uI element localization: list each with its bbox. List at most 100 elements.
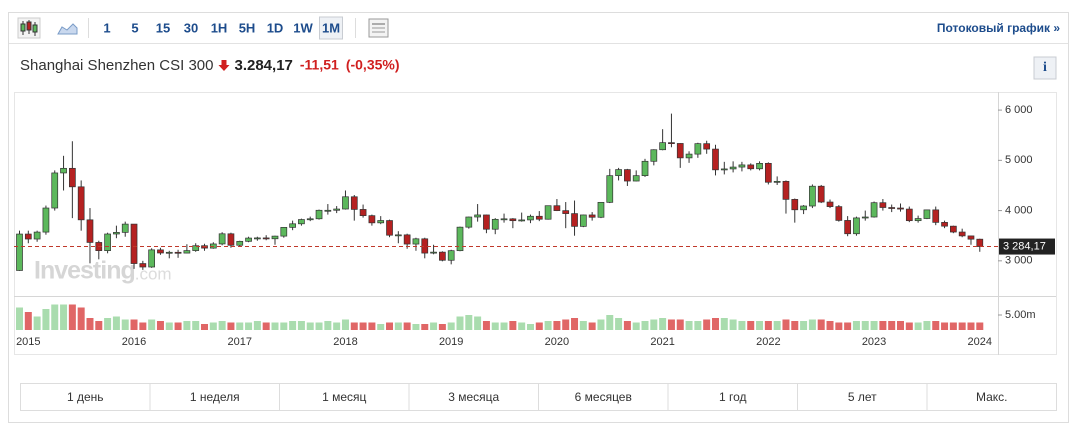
volume-bar — [474, 316, 482, 330]
candle-body — [24, 233, 32, 240]
candle-body — [579, 214, 587, 227]
volume-bar — [16, 307, 23, 330]
x-tick-label: 2023 — [862, 336, 886, 348]
interval-button[interactable]: 30 — [184, 20, 198, 35]
candle-body — [227, 233, 235, 246]
volume-bar — [341, 319, 349, 330]
volume-bar — [676, 319, 684, 330]
range-button[interactable]: 3 месяца — [448, 390, 499, 404]
interval-button[interactable]: 1D — [267, 20, 284, 35]
volume-bar — [738, 321, 746, 330]
volume-bar — [976, 322, 984, 330]
volume-bar — [465, 315, 473, 330]
interval-button[interactable]: 1W — [293, 20, 313, 35]
change-percent: (-0,35%) — [346, 57, 400, 73]
range-button[interactable]: 5 лет — [848, 390, 877, 404]
candle-body — [509, 218, 517, 222]
volume-bar — [42, 309, 50, 330]
candle-body — [157, 249, 164, 254]
range-button[interactable]: 1 день — [67, 390, 104, 404]
x-tick-label: 2024 — [968, 336, 992, 348]
interval-button[interactable]: 5 — [131, 20, 138, 35]
candle-body — [888, 207, 896, 209]
volume-bar — [800, 321, 808, 330]
interval-button[interactable]: 5H — [239, 20, 256, 35]
candle-body — [412, 238, 420, 245]
volume-bar — [720, 318, 728, 330]
volume-bar — [756, 321, 764, 330]
candle-body — [139, 263, 147, 268]
stream-link[interactable]: Потоковый график » — [937, 21, 1060, 35]
volume-bar — [271, 322, 279, 330]
candle-body — [676, 143, 684, 159]
volume-tick-label: 5.00m — [1005, 309, 1036, 321]
volume-bar — [368, 322, 376, 330]
range-button[interactable]: Макс. — [976, 390, 1008, 404]
volume-bar — [562, 319, 570, 330]
volume-bar — [782, 319, 790, 330]
volume-bar — [447, 322, 455, 330]
volume-bar — [245, 322, 253, 330]
volume-bar — [685, 321, 693, 330]
volume-bar — [932, 321, 940, 330]
volume-bar — [711, 318, 719, 330]
candle-icon[interactable] — [17, 17, 41, 39]
volume-bar — [526, 324, 534, 330]
range-button[interactable]: 6 месяцев — [575, 390, 632, 404]
volume-bar — [482, 321, 490, 330]
volume-bar — [174, 322, 182, 330]
candle-body — [870, 202, 878, 218]
table-icon[interactable] — [368, 18, 389, 38]
candle-body — [650, 149, 658, 162]
candle-body — [148, 249, 155, 268]
volume-bar — [438, 324, 446, 330]
interval-button[interactable]: 15 — [156, 20, 170, 35]
range-button[interactable]: 1 год — [719, 390, 747, 404]
candle-body — [571, 213, 578, 227]
price: 3.284,17 — [234, 57, 292, 74]
candle-body — [535, 215, 543, 220]
range-button[interactable]: 1 месяц — [322, 390, 366, 404]
info-button[interactable] — [1033, 56, 1057, 80]
volume-bar — [403, 322, 411, 330]
volume-bar — [456, 316, 464, 330]
candle-body — [544, 205, 552, 220]
candle-body — [298, 219, 305, 225]
candle-body — [245, 237, 252, 242]
range-button[interactable]: 1 неделя — [190, 390, 240, 404]
volume-bar — [597, 319, 605, 330]
volume-bar — [544, 321, 552, 330]
volume-bar — [694, 321, 702, 330]
interval-button[interactable]: 1 — [103, 20, 110, 35]
candle-body — [809, 185, 816, 207]
candle-body — [368, 215, 376, 224]
candle-body — [923, 209, 931, 219]
volume-bar — [606, 315, 614, 330]
candle-body — [306, 218, 314, 221]
candle-body — [694, 143, 702, 155]
area-icon[interactable] — [57, 23, 78, 35]
volume-bar — [703, 319, 711, 330]
interval-button[interactable]: 1H — [211, 20, 228, 35]
candle-body — [632, 175, 640, 182]
interval-button[interactable]: 1M — [322, 20, 340, 35]
y-tick-label: 4 000 — [1005, 204, 1033, 216]
x-tick-label: 2022 — [756, 336, 780, 348]
volume-bar — [377, 324, 385, 330]
candle-body — [624, 169, 631, 182]
candle-body — [615, 169, 622, 177]
candle-body — [421, 238, 429, 254]
volume-bar — [121, 319, 129, 330]
watermark-suffix: .com — [135, 264, 172, 283]
volume-bar — [68, 304, 76, 330]
candle-body — [553, 205, 561, 211]
x-tick-label: 2018 — [333, 336, 357, 348]
candle-body — [33, 231, 41, 240]
volume-bar — [86, 318, 94, 330]
y-tick-label: 3 000 — [1005, 255, 1033, 267]
candle-body — [350, 196, 358, 210]
volume-bar — [667, 319, 675, 330]
volume-bar — [218, 321, 226, 330]
volume-bar — [33, 316, 41, 330]
